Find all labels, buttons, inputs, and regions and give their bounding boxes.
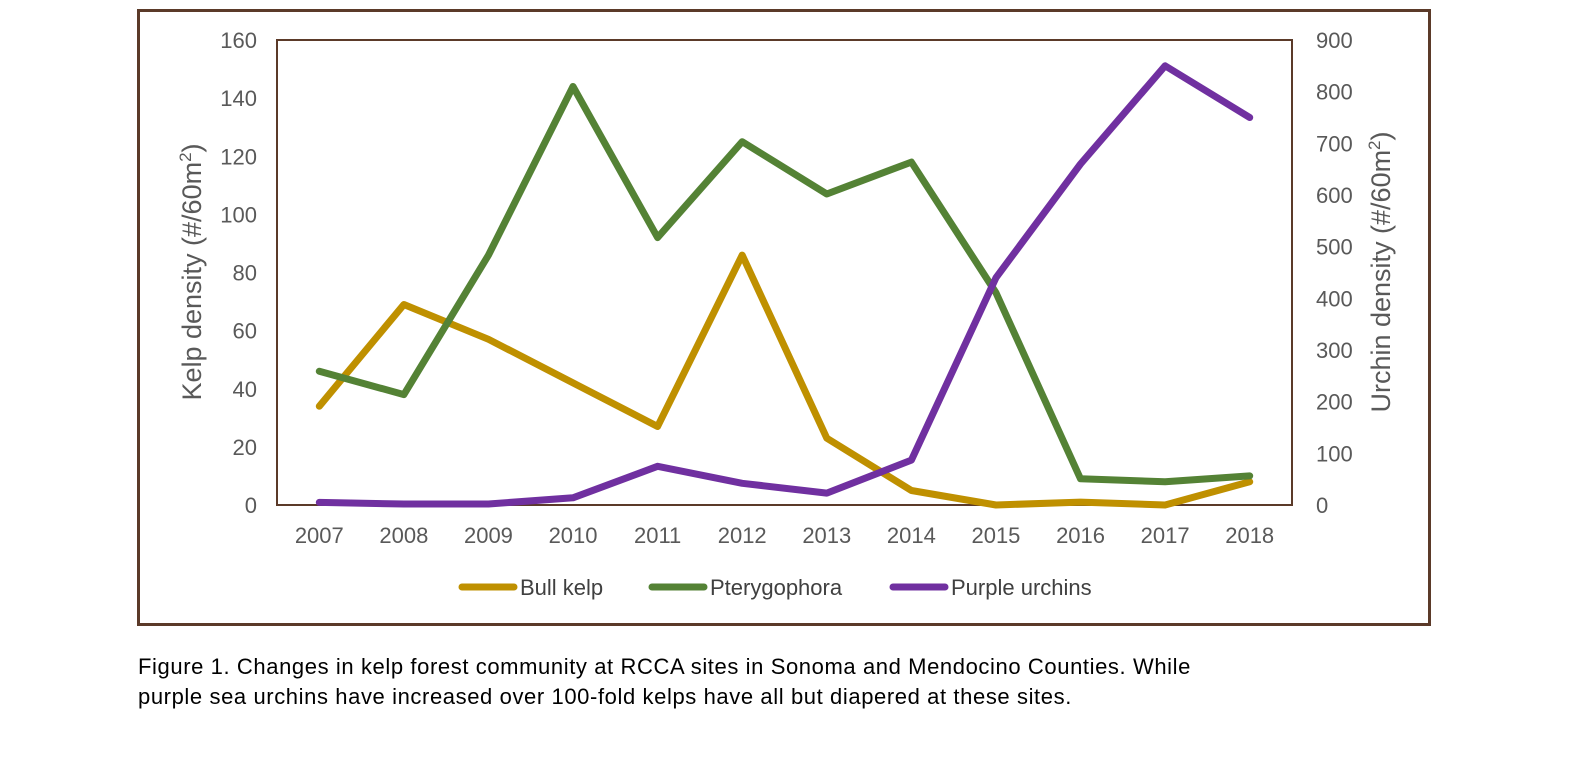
series-lines [315,62,1254,509]
x-tick-label: 2018 [1225,523,1274,548]
figure-frame [137,9,1431,626]
caption-line-2: purple sea urchins have increased over 1… [138,684,1072,709]
series-line-pterygophora [315,83,1254,486]
right-tick-label: 300 [1316,338,1353,363]
left-tick-label: 120 [220,144,257,169]
right-tick-label: 400 [1316,286,1353,311]
left-tick-label: 60 [233,319,257,344]
plot-area [276,39,1293,506]
x-tick-label: 2009 [464,523,513,548]
x-tick-label: 2016 [1056,523,1105,548]
x-tick-label: 2008 [379,523,428,548]
x-tick-label: 2012 [718,523,767,548]
legend-label-purple-urchins: Purple urchins [951,575,1092,600]
right-tick-label: 900 [1316,28,1353,53]
left-tick-label: 80 [233,261,257,286]
left-tick-label: 40 [233,377,257,402]
legend-label-bull-kelp: Bull kelp [520,575,603,600]
right-axis-ticks: 0 100 200 300 400 500 600 700 800 900 [1316,28,1353,518]
x-tick-label: 2007 [295,523,344,548]
legend: Bull kelp Pterygophora Purple urchins [458,575,1092,600]
right-tick-label: 200 [1316,390,1353,415]
x-tick-label: 2014 [887,523,936,548]
left-axis-ticks: 0 20 40 60 80 100 120 140 160 [220,28,257,518]
left-tick-label: 100 [220,202,257,227]
right-tick-label: 700 [1316,131,1353,156]
right-tick-label: 0 [1316,493,1328,518]
left-axis-title: Kelp density (#/60m2) [176,143,207,400]
right-tick-label: 800 [1316,80,1353,105]
right-tick-label: 600 [1316,183,1353,208]
x-tick-label: 2011 [634,523,681,548]
right-axis-title: Urchin density (#/60m2) [1365,131,1396,412]
chart: 0 20 40 60 80 100 120 140 160 0 100 200 300 400 500 60… [176,28,1396,600]
left-tick-label: 160 [220,28,257,53]
left-tick-label: 140 [220,86,257,111]
caption-line-1: Figure 1. Changes in kelp forest communi… [138,654,1191,679]
x-tick-label: 2010 [549,523,598,548]
right-tick-label: 500 [1316,235,1353,260]
x-tick-label: 2017 [1141,523,1190,548]
plot-border [276,39,1293,506]
x-axis-ticks: 2007 2008 2009 2010 2011 2012 2013 2014 2015 2016… [295,523,1274,548]
left-tick-label: 0 [245,493,257,518]
series-line-bull-kelp [315,251,1254,509]
right-tick-label: 100 [1316,441,1353,466]
x-tick-label: 2013 [802,523,851,548]
figure-caption: Figure 1. Changes in kelp forest communi… [138,652,1430,712]
left-tick-label: 20 [233,435,257,460]
legend-label-pterygophora: Pterygophora [710,575,843,600]
series-line-purple-urchins [315,62,1254,508]
x-tick-label: 2015 [971,523,1020,548]
